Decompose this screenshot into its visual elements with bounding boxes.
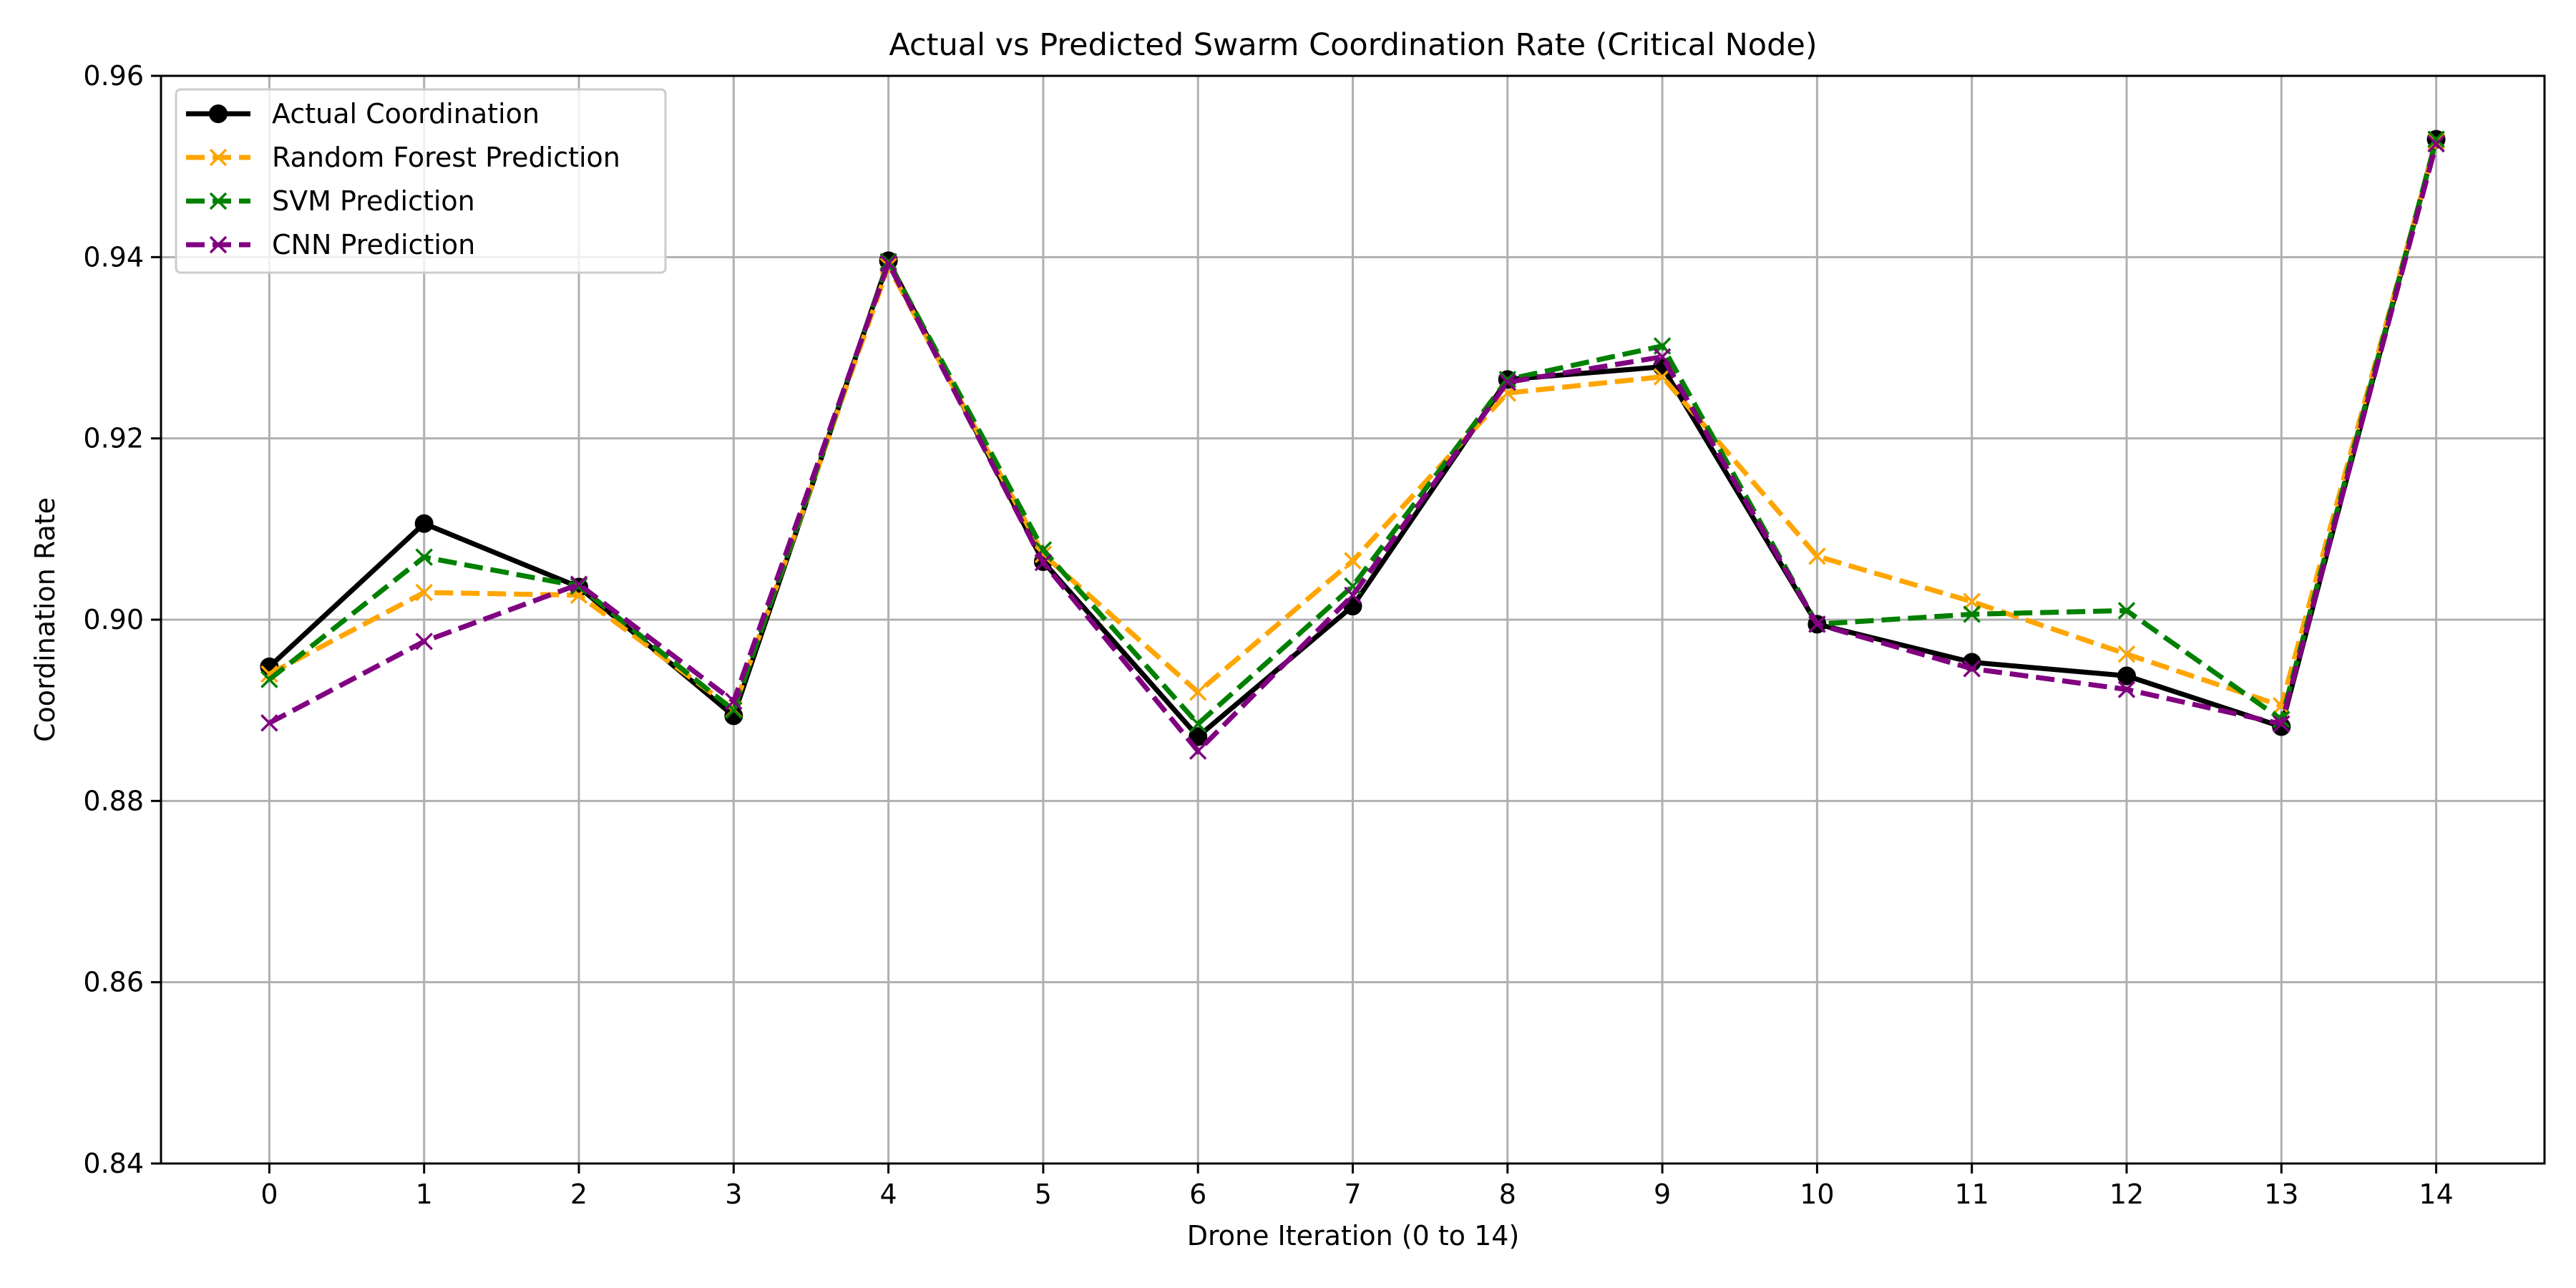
x-tick-label: 9 (1654, 1179, 1671, 1210)
data-point (260, 665, 278, 683)
data-point (415, 633, 433, 650)
data-point (1808, 615, 1826, 633)
x-tick-label: 10 (1800, 1179, 1834, 1210)
data-point (1189, 683, 1207, 701)
legend-entry: Random Forest Prediction (186, 142, 620, 173)
x-tick-label: 2 (570, 1179, 587, 1210)
data-point (1189, 727, 1208, 746)
x-tick-label: 5 (1035, 1179, 1052, 1210)
legend-label: SVM Prediction (272, 185, 475, 217)
data-point (1034, 553, 1053, 572)
y-tick-label: 0.94 (83, 241, 144, 273)
x-tick-label: 6 (1189, 1179, 1206, 1210)
legend-swatch-marker (209, 235, 228, 254)
data-point (2273, 715, 2290, 733)
data-point (2117, 602, 2136, 620)
x-tick-label: 8 (1499, 1179, 1516, 1210)
data-point (1344, 552, 1362, 570)
x-tick-label: 3 (725, 1179, 742, 1210)
y-tick-label: 0.88 (83, 785, 144, 816)
legend-label: Random Forest Prediction (272, 142, 620, 173)
series-line (268, 143, 2439, 755)
x-tick-label: 4 (880, 1179, 897, 1210)
legend-entry: CNN Prediction (186, 229, 475, 260)
data-point (1498, 371, 1517, 389)
data-point (2427, 130, 2445, 148)
data-point (1808, 547, 1826, 565)
data-point (1498, 373, 1517, 391)
data-point (260, 670, 278, 688)
series-line (268, 138, 2439, 728)
legend-swatch-marker (209, 192, 228, 210)
y-tick-label: 0.86 (83, 967, 144, 998)
x-axis-label: Drone Iteration (0 to 14) (1187, 1220, 1520, 1252)
data-point (725, 692, 743, 711)
data-point (1189, 715, 1207, 733)
data-point (2427, 135, 2445, 153)
y-axis-label: Coordination Rate (29, 497, 61, 742)
x-tick-label: 13 (2264, 1179, 2298, 1210)
data-point (415, 583, 433, 602)
data-point (260, 714, 278, 732)
chart-title: Actual vs Predicted Swarm Coordination R… (889, 27, 1817, 63)
legend-swatch-marker (209, 104, 228, 123)
x-tick-label: 0 (260, 1179, 278, 1210)
y-tick-label: 0.90 (83, 604, 144, 635)
data-point (2117, 645, 2136, 663)
legend-swatch-marker (209, 148, 228, 167)
data-point (1963, 592, 1981, 610)
x-tick-label: 11 (1955, 1179, 1989, 1210)
data-point (1963, 660, 1981, 678)
data-point (415, 548, 433, 566)
legend-entry: Actual Coordination (186, 98, 540, 130)
y-tick-label: 0.92 (83, 423, 144, 454)
x-tick-label: 1 (416, 1179, 433, 1210)
data-point (879, 253, 897, 270)
x-tick-label: 14 (2419, 1179, 2453, 1210)
legend-label: Actual Coordination (272, 98, 540, 130)
legend-label: CNN Prediction (272, 229, 475, 260)
data-point (1034, 545, 1053, 564)
x-tick-label: 12 (2109, 1179, 2144, 1210)
y-tick-label: 0.96 (83, 60, 144, 92)
data-point (1344, 586, 1362, 605)
data-point (1963, 605, 1981, 623)
data-point (414, 514, 434, 533)
data-point (1189, 742, 1207, 760)
series-layer (260, 130, 2446, 760)
series-3 (260, 135, 2445, 760)
data-point (879, 254, 897, 273)
legend: Actual Coordination Random Forest Predict… (175, 88, 667, 274)
x-tick-label: 7 (1344, 1179, 1361, 1210)
axis-ticks: 0 1 2 3 4 5 6 7 8 9 10 11 12 13 140.840.860.880.900.92… (83, 60, 2453, 1210)
data-point (2117, 680, 2136, 698)
data-point (1653, 368, 1672, 386)
legend-entry: SVM Prediction (186, 185, 475, 217)
legend-box (175, 88, 667, 274)
data-point (1653, 348, 1672, 366)
y-tick-label: 0.84 (83, 1148, 144, 1179)
data-point (570, 575, 588, 593)
data-point (2117, 666, 2136, 686)
